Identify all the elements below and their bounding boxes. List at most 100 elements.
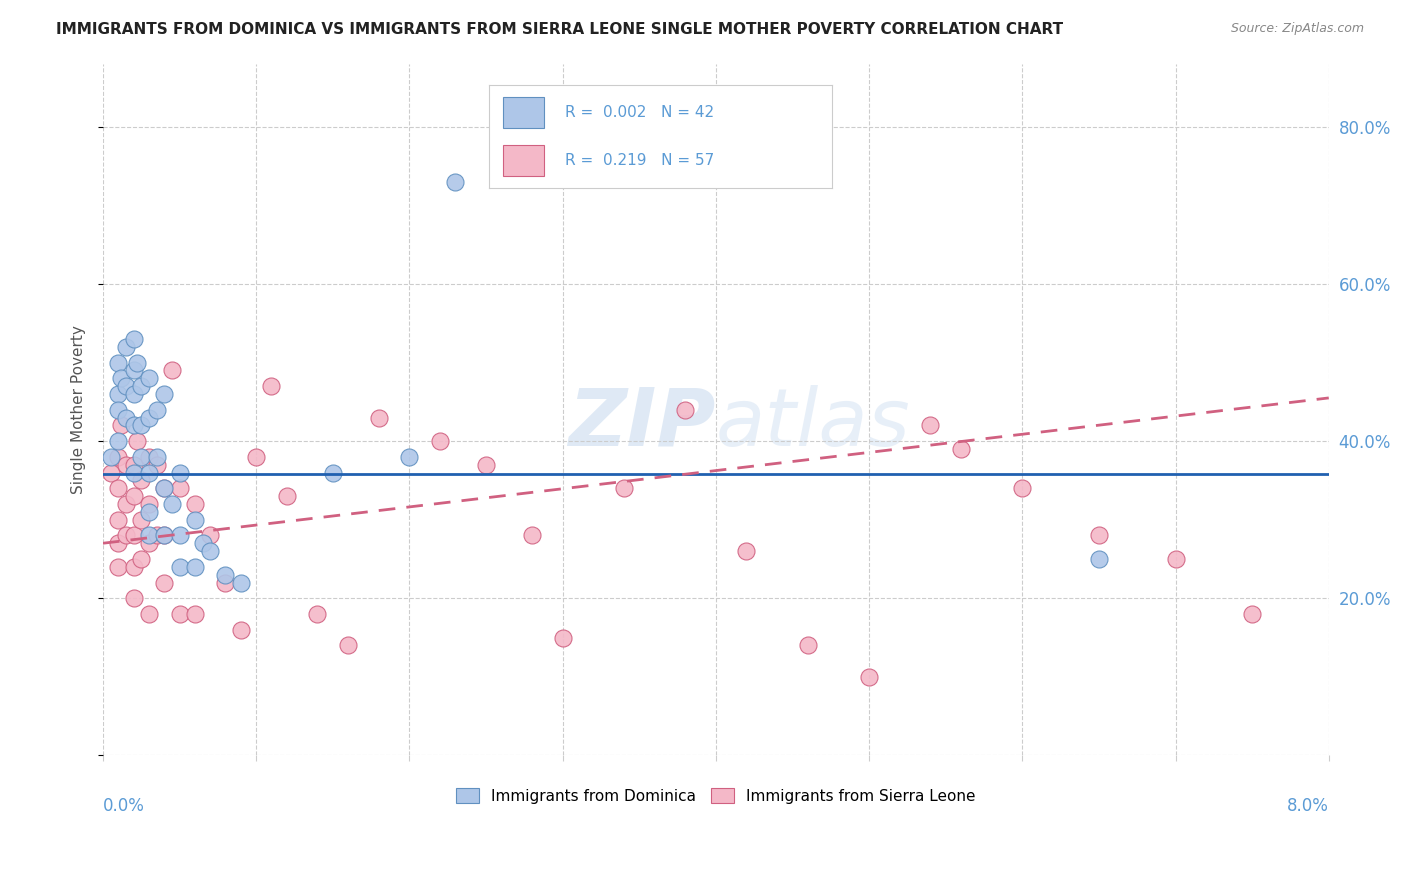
Point — [153, 387, 176, 401]
Point — [129, 552, 152, 566]
Point — [1011, 481, 1033, 495]
Point — [169, 559, 191, 574]
Point — [107, 434, 129, 449]
Point — [184, 559, 207, 574]
Point — [858, 670, 880, 684]
Point — [1241, 607, 1264, 621]
Point — [191, 536, 214, 550]
Point — [110, 418, 132, 433]
Point — [198, 528, 221, 542]
Point — [138, 410, 160, 425]
Point — [100, 450, 122, 464]
Point — [107, 402, 129, 417]
Point — [115, 458, 138, 472]
Point — [107, 450, 129, 464]
Point — [145, 402, 167, 417]
Point — [129, 418, 152, 433]
Point — [160, 363, 183, 377]
Point — [276, 489, 298, 503]
Point — [153, 528, 176, 542]
Point — [950, 442, 973, 456]
Point — [138, 466, 160, 480]
Point — [169, 528, 191, 542]
Point — [735, 544, 758, 558]
Point — [122, 418, 145, 433]
Point — [337, 639, 360, 653]
Text: ZIP: ZIP — [568, 384, 716, 463]
Point — [613, 481, 636, 495]
Point — [169, 481, 191, 495]
Point — [322, 466, 344, 480]
Point — [115, 340, 138, 354]
Point — [444, 175, 467, 189]
Point — [429, 434, 451, 449]
Point — [797, 639, 820, 653]
Point — [229, 575, 252, 590]
Point — [260, 379, 283, 393]
Text: 8.0%: 8.0% — [1286, 797, 1329, 814]
Point — [398, 450, 420, 464]
Point — [107, 536, 129, 550]
Point — [138, 505, 160, 519]
Text: 0.0%: 0.0% — [103, 797, 145, 814]
Point — [1164, 552, 1187, 566]
Point — [110, 371, 132, 385]
Point — [129, 513, 152, 527]
Point — [125, 355, 148, 369]
Point — [551, 631, 574, 645]
Point — [475, 458, 498, 472]
Point — [673, 402, 696, 417]
Point — [115, 528, 138, 542]
Point — [122, 387, 145, 401]
Point — [122, 332, 145, 346]
Point — [107, 513, 129, 527]
Point — [115, 497, 138, 511]
Point — [138, 536, 160, 550]
Text: atlas: atlas — [716, 384, 911, 463]
Point — [520, 528, 543, 542]
Point — [107, 355, 129, 369]
Text: Source: ZipAtlas.com: Source: ZipAtlas.com — [1230, 22, 1364, 36]
Point — [138, 371, 160, 385]
Point — [115, 379, 138, 393]
Point — [138, 607, 160, 621]
Point — [107, 481, 129, 495]
Point — [153, 481, 176, 495]
Point — [138, 497, 160, 511]
Point — [129, 450, 152, 464]
Point — [153, 528, 176, 542]
Point — [122, 528, 145, 542]
Point — [122, 458, 145, 472]
Point — [153, 575, 176, 590]
Point — [107, 387, 129, 401]
Point — [153, 481, 176, 495]
Point — [138, 450, 160, 464]
Point — [367, 410, 389, 425]
Point — [100, 466, 122, 480]
Point — [920, 418, 942, 433]
Point — [307, 607, 329, 621]
Point — [122, 559, 145, 574]
Point — [122, 489, 145, 503]
Point — [214, 575, 236, 590]
Point — [138, 528, 160, 542]
Point — [198, 544, 221, 558]
Point — [145, 458, 167, 472]
Point — [184, 513, 207, 527]
Text: IMMIGRANTS FROM DOMINICA VS IMMIGRANTS FROM SIERRA LEONE SINGLE MOTHER POVERTY C: IMMIGRANTS FROM DOMINICA VS IMMIGRANTS F… — [56, 22, 1063, 37]
Point — [214, 567, 236, 582]
Point — [122, 466, 145, 480]
Point — [107, 559, 129, 574]
Point — [129, 379, 152, 393]
Point — [169, 607, 191, 621]
Point — [169, 466, 191, 480]
Point — [229, 623, 252, 637]
Point — [145, 450, 167, 464]
Point — [245, 450, 267, 464]
Y-axis label: Single Mother Poverty: Single Mother Poverty — [72, 326, 86, 494]
Legend: Immigrants from Dominica, Immigrants from Sierra Leone: Immigrants from Dominica, Immigrants fro… — [450, 781, 981, 810]
Point — [122, 591, 145, 606]
Point — [1088, 528, 1111, 542]
Point — [184, 497, 207, 511]
Point — [129, 474, 152, 488]
